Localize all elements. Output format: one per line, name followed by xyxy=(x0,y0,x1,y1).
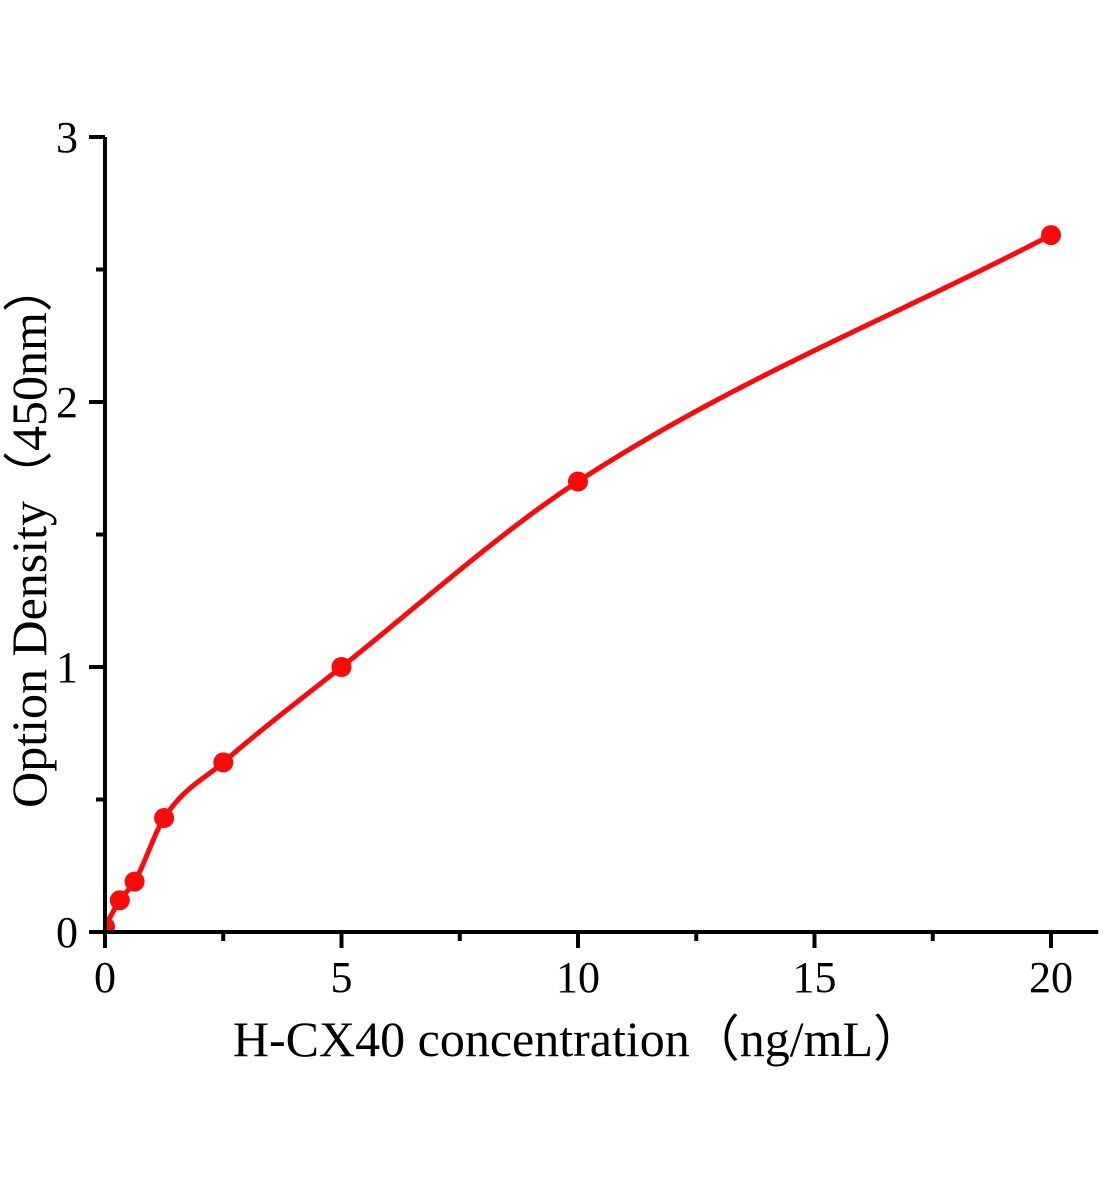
data-point xyxy=(568,471,588,492)
data-point xyxy=(154,808,175,828)
y-tick-label: 1 xyxy=(56,643,78,692)
data-point xyxy=(109,890,130,911)
x-tick-label: 5 xyxy=(331,953,353,1002)
fit-curve xyxy=(105,232,1053,928)
axes-layer: 0 5 10 15 20 0 1 2 3 xyxy=(56,113,1099,1002)
y-tick-label: 2 xyxy=(56,378,78,427)
data-point xyxy=(105,916,115,932)
data-point xyxy=(124,871,145,892)
x-tick-label: 15 xyxy=(793,953,837,1002)
y-tick-label: 3 xyxy=(56,113,78,162)
y-axis-ticks: 0 1 2 3 xyxy=(56,113,105,957)
data-point xyxy=(213,752,234,773)
plot-area xyxy=(105,225,1061,932)
x-tick-label: 20 xyxy=(1029,953,1073,1002)
data-points xyxy=(105,225,1061,932)
x-axis-title: H-CX40 concentration（ng/mL） xyxy=(233,1011,923,1067)
data-point xyxy=(331,657,352,677)
x-tick-label: 0 xyxy=(94,953,116,1002)
x-tick-label: 10 xyxy=(556,953,600,1002)
y-axis-title: Option Density（450nm） xyxy=(1,262,57,808)
data-point xyxy=(1041,225,1061,246)
y-tick-label: 0 xyxy=(56,908,78,957)
data-series-layer xyxy=(105,225,1061,932)
x-axis-ticks: 0 5 10 15 20 xyxy=(94,932,1073,1002)
